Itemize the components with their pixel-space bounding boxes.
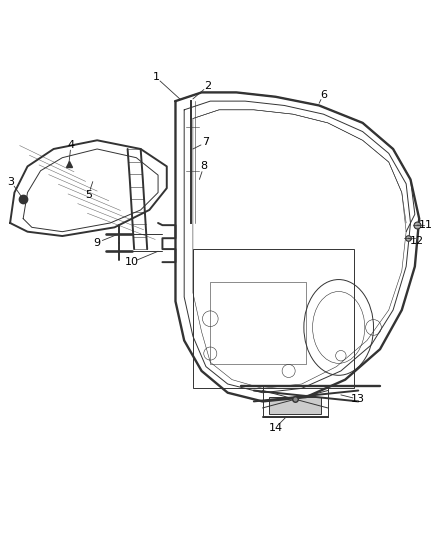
Text: 6: 6 — [320, 90, 327, 100]
Text: 1: 1 — [152, 72, 159, 82]
Text: 8: 8 — [200, 161, 207, 172]
Text: 9: 9 — [94, 238, 101, 247]
Text: 3: 3 — [7, 176, 14, 187]
Text: 2: 2 — [205, 81, 212, 91]
Text: 13: 13 — [351, 394, 365, 404]
Text: 10: 10 — [125, 257, 139, 267]
Bar — [210, 282, 306, 365]
Text: 5: 5 — [85, 190, 92, 200]
Text: 14: 14 — [268, 423, 283, 433]
Text: 11: 11 — [419, 220, 433, 230]
Bar — [269, 397, 321, 415]
Bar — [193, 249, 354, 389]
Text: 12: 12 — [410, 236, 424, 246]
Text: 4: 4 — [67, 140, 74, 150]
Text: 7: 7 — [202, 138, 209, 148]
